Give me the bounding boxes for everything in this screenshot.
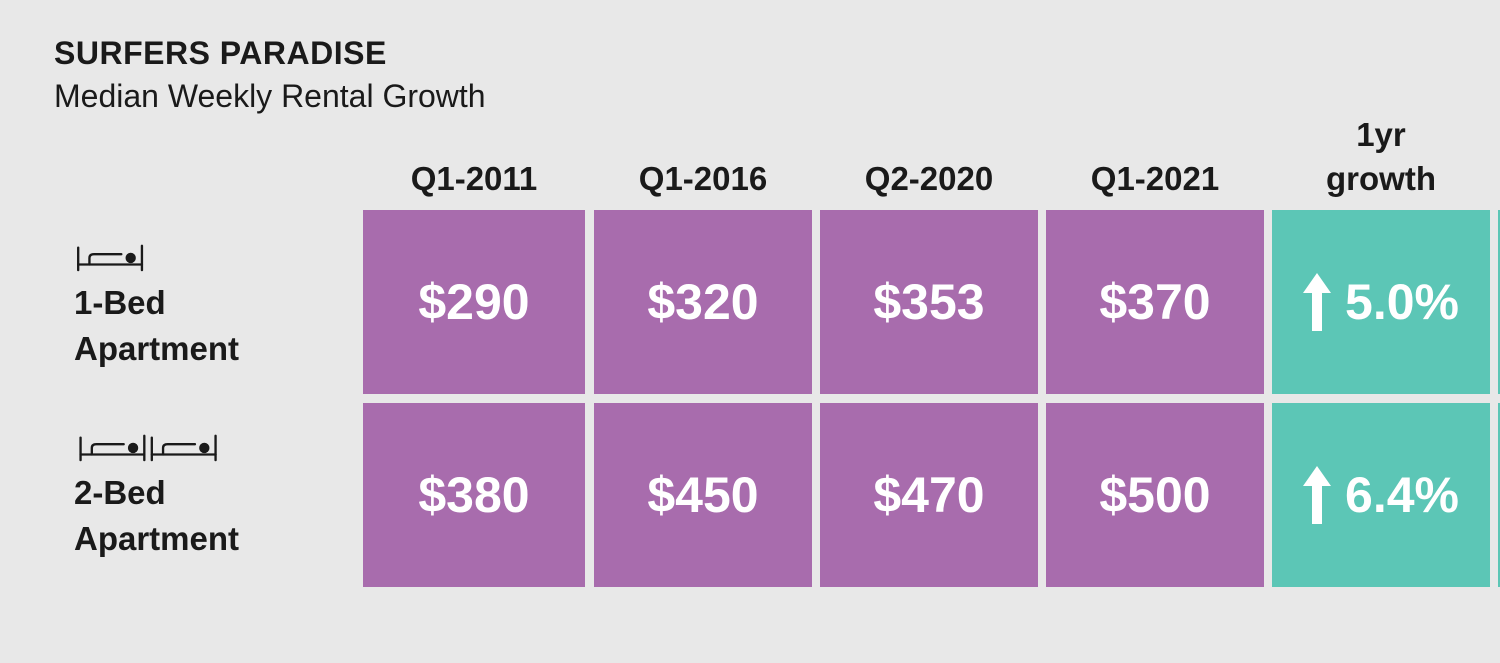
column-header-q1-2021: Q1-2021 — [1090, 160, 1220, 197]
growth-value-2-bed: 6.4% — [1345, 467, 1459, 523]
growth-header-line-2: growth — [1326, 160, 1436, 197]
column-header-growth: 1yr growth — [1272, 116, 1490, 205]
row-label-2-bed-line-2: Apartment — [74, 520, 240, 557]
double-bed-icon — [79, 434, 217, 462]
row-label-2-bed: 2-Bed Apartment — [74, 432, 354, 562]
chart-title: SURFERS PARADISE — [54, 35, 387, 71]
cell-1-bed-q1-2021: $370 — [1046, 210, 1264, 394]
growth-value-1-bed: 5.0% — [1345, 274, 1459, 330]
cell-2-bed-q1-2016: $450 — [594, 403, 812, 587]
cell-1-bed-q1-2016: $320 — [594, 210, 812, 394]
cell-1-bed-q1-2011: $290 — [363, 210, 585, 394]
column-header-q1-2011: Q1-2011 — [410, 160, 538, 197]
row-label-1-bed-line-1: 1-Bed — [74, 284, 166, 321]
up-arrow-icon — [1303, 273, 1332, 331]
single-bed-icon — [77, 244, 144, 272]
column-header-q1-2016: Q1-2016 — [638, 160, 768, 197]
row-label-1-bed: 1-Bed Apartment — [74, 242, 354, 372]
cell-1-bed-growth: 5.0% — [1272, 210, 1490, 394]
cell-2-bed-q1-2011: $380 — [363, 403, 585, 587]
cell-2-bed-growth: 6.4% — [1272, 403, 1490, 587]
cell-edge-row-2 — [1498, 403, 1500, 587]
cell-edge-row-1 — [1498, 210, 1500, 394]
cell-2-bed-q2-2020: $470 — [820, 403, 1038, 587]
cell-1-bed-q2-2020: $353 — [820, 210, 1038, 394]
column-header-q2-2020: Q2-2020 — [864, 160, 994, 197]
row-label-2-bed-line-1: 2-Bed — [74, 474, 166, 511]
row-label-1-bed-line-2: Apartment — [74, 330, 240, 367]
chart-subtitle: Median Weekly Rental Growth — [54, 78, 486, 114]
growth-header-line-1: 1yr — [1356, 116, 1406, 153]
cell-2-bed-q1-2021: $500 — [1046, 403, 1264, 587]
up-arrow-icon — [1303, 466, 1332, 524]
